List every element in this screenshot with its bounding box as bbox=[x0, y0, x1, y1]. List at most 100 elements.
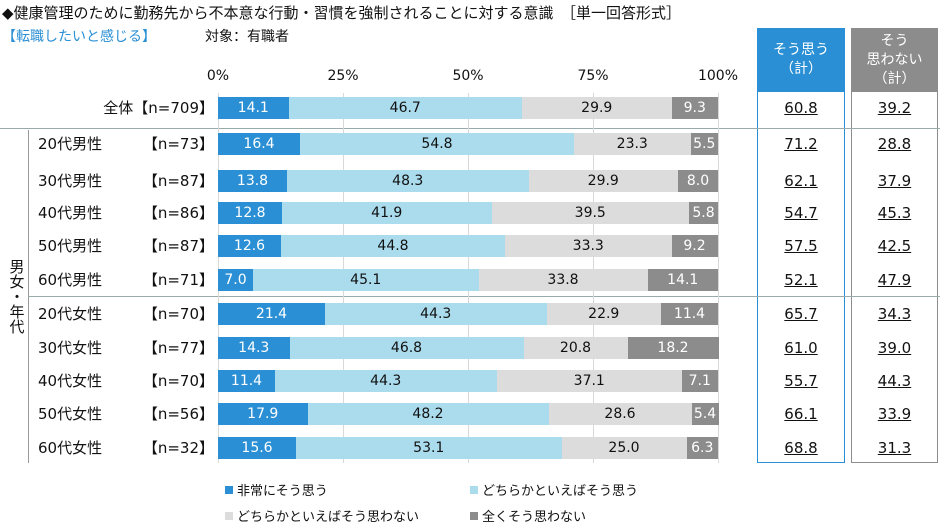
bar-segment-somewhat: 54.8 bbox=[300, 133, 574, 155]
bar-segment-somewhat-not: 20.8 bbox=[523, 337, 628, 359]
agree-total-value: 60.8 bbox=[784, 99, 818, 117]
agree-total-value: 65.7 bbox=[784, 305, 818, 323]
legend-swatch bbox=[225, 511, 233, 520]
disagree-total-value: 28.8 bbox=[877, 135, 912, 153]
bar-segment-somewhat-not: 39.5 bbox=[491, 202, 689, 224]
category-label: 20代女性 bbox=[38, 305, 103, 323]
legend-item-not-at-all: 全くそう思わない bbox=[470, 506, 586, 525]
sample-size: 【n=71】 bbox=[142, 271, 214, 289]
disagree-total-value: 47.9 bbox=[877, 271, 912, 289]
legend-label: 全くそう思わない bbox=[482, 510, 587, 525]
category-label: 40代女性 bbox=[38, 372, 103, 390]
gridline bbox=[718, 93, 719, 463]
category-label: 20代男性 bbox=[38, 135, 103, 153]
row-label: 50代男性 【n=87】 bbox=[38, 235, 214, 257]
bar-segment-somewhat-not: 23.3 bbox=[574, 133, 691, 155]
separator-line bbox=[28, 296, 940, 297]
sample-size: 【n=73】 bbox=[142, 135, 214, 153]
bar-segment-not-at-all: 9.3 bbox=[671, 97, 718, 119]
group-label: 男女・年代 bbox=[6, 130, 29, 463]
bar-segment-somewhat-not: 33.3 bbox=[505, 235, 672, 257]
sample-size: 【n=87】 bbox=[142, 237, 214, 255]
separator-line bbox=[0, 128, 940, 129]
bar-segment-not-at-all: 14.1 bbox=[647, 269, 718, 291]
bar-segment-not-at-all: 5.4 bbox=[691, 403, 719, 425]
agree-total-value: 68.8 bbox=[784, 439, 818, 457]
agree-total-value: 57.5 bbox=[784, 237, 818, 255]
target-label: 対象：有職者 bbox=[205, 29, 289, 45]
bar-segment-very: 14.3 bbox=[218, 337, 290, 359]
legend-item-somewhat-not: どちらかといえばそう思わない bbox=[225, 506, 419, 525]
agree-total-value: 52.1 bbox=[784, 271, 818, 289]
bar-segment-not-at-all: 18.2 bbox=[627, 337, 719, 359]
sample-size: 【n=32】 bbox=[142, 439, 214, 457]
row-label: 全体【n=709】 bbox=[60, 97, 214, 119]
chart-subtitle: 【転職したいと感じる】 bbox=[2, 29, 156, 45]
agree-total-value: 71.2 bbox=[784, 135, 818, 153]
bar-segment-not-at-all: 5.5 bbox=[690, 133, 718, 155]
bar-segment-somewhat: 46.7 bbox=[288, 97, 522, 119]
legend-swatch bbox=[470, 511, 478, 520]
category-label: 40代男性 bbox=[38, 204, 103, 222]
sample-size: 【n=56】 bbox=[142, 405, 214, 423]
disagree-total-value: 34.3 bbox=[877, 305, 912, 323]
disagree-total-column bbox=[851, 92, 938, 463]
bar-segment-very: 13.8 bbox=[218, 170, 287, 192]
agree-total-value: 66.1 bbox=[784, 405, 818, 423]
bar-segment-not-at-all: 5.8 bbox=[689, 202, 718, 224]
row-label: 30代女性 【n=77】 bbox=[38, 337, 214, 359]
bar-segment-somewhat-not: 25.0 bbox=[561, 437, 687, 459]
disagree-total-value: 37.9 bbox=[877, 172, 912, 190]
category-label: 60代男性 bbox=[38, 271, 103, 289]
bar-segment-not-at-all: 8.0 bbox=[678, 170, 718, 192]
bar-segment-not-at-all: 11.4 bbox=[661, 303, 718, 325]
bar-segment-very: 7.0 bbox=[218, 269, 253, 291]
bar-segment-somewhat-not: 33.8 bbox=[478, 269, 648, 291]
sample-size: 【n=87】 bbox=[142, 172, 214, 190]
x-tick-label: 25% bbox=[327, 68, 359, 84]
bar-segment-somewhat-not: 22.9 bbox=[546, 303, 661, 325]
agree-total-value: 54.7 bbox=[784, 204, 818, 222]
disagree-total-header: そう 思わない （計） bbox=[851, 28, 938, 92]
agree-total-column bbox=[757, 92, 845, 463]
sample-size: 【n=709】 bbox=[133, 99, 214, 117]
legend-label: どちらかといえばそう思わない bbox=[237, 510, 420, 525]
agree-total-value: 55.7 bbox=[784, 372, 818, 390]
bar-segment-very: 16.4 bbox=[218, 133, 300, 155]
row-label: 50代女性 【n=56】 bbox=[38, 403, 214, 425]
row-label: 30代男性 【n=87】 bbox=[38, 170, 214, 192]
disagree-total-value: 31.3 bbox=[877, 439, 912, 457]
bar-segment-somewhat-not: 29.9 bbox=[522, 97, 672, 119]
category-label: 30代男性 bbox=[38, 172, 103, 190]
sample-size: 【n=70】 bbox=[142, 372, 214, 390]
bar-segment-somewhat: 44.3 bbox=[275, 370, 497, 392]
bar-segment-very: 11.4 bbox=[218, 370, 275, 392]
legend-label: 非常にそう思う bbox=[237, 484, 328, 499]
bar-segment-somewhat: 48.2 bbox=[307, 403, 549, 425]
bar-segment-somewhat: 44.8 bbox=[281, 235, 505, 257]
bar-segment-somewhat: 45.1 bbox=[253, 269, 479, 291]
bar-segment-very: 15.6 bbox=[218, 437, 296, 459]
agree-total-header: そう思う （計） bbox=[757, 28, 845, 92]
category-label: 60代女性 bbox=[38, 439, 103, 457]
legend-item-somewhat: どちらかといえばそう思う bbox=[470, 480, 638, 499]
row-label: 60代女性 【n=32】 bbox=[38, 437, 214, 459]
disagree-total-value: 33.9 bbox=[877, 405, 912, 423]
bar-segment-very: 14.1 bbox=[218, 97, 289, 119]
agree-total-value: 61.0 bbox=[784, 339, 818, 357]
category-label: 50代女性 bbox=[38, 405, 103, 423]
bar-segment-not-at-all: 6.3 bbox=[686, 437, 718, 459]
legend-swatch bbox=[470, 485, 478, 494]
disagree-total-value: 39.0 bbox=[877, 339, 912, 357]
bar-segment-very: 17.9 bbox=[218, 403, 308, 425]
x-tick-label: 0% bbox=[206, 68, 230, 84]
bar-segment-very: 12.6 bbox=[218, 235, 281, 257]
bar-segment-somewhat: 46.8 bbox=[289, 337, 524, 359]
bar-segment-somewhat-not: 29.9 bbox=[528, 170, 678, 192]
sample-size: 【n=77】 bbox=[142, 339, 214, 357]
bar-segment-somewhat: 41.9 bbox=[282, 202, 492, 224]
disagree-total-value: 45.3 bbox=[877, 204, 912, 222]
bar-segment-somewhat: 44.3 bbox=[325, 303, 547, 325]
bar-segment-somewhat-not: 37.1 bbox=[496, 370, 682, 392]
